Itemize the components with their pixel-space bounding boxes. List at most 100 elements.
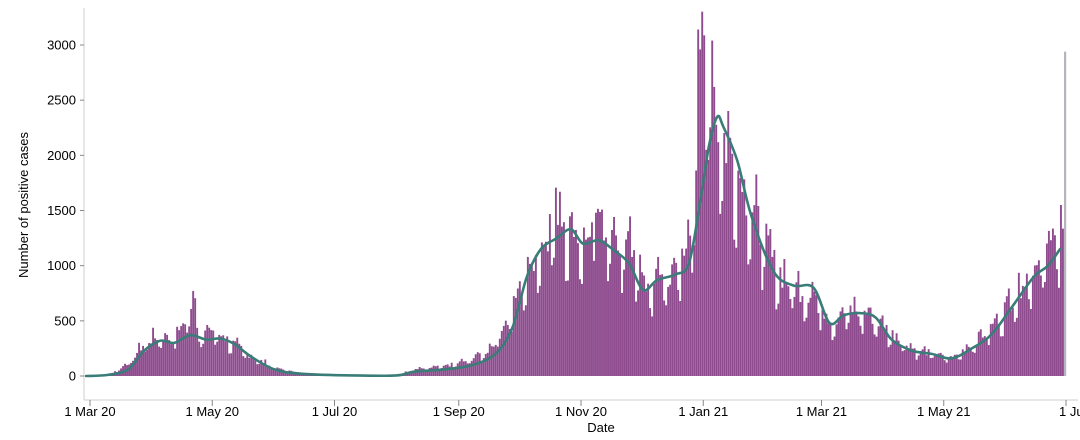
daily-bar xyxy=(222,335,225,376)
daily-bar xyxy=(797,270,800,376)
daily-bar xyxy=(134,357,136,376)
daily-bar xyxy=(470,360,473,376)
daily-bar xyxy=(733,239,736,376)
x-tick-label: 1 Jan 21 xyxy=(678,404,728,419)
daily-bar xyxy=(448,366,451,376)
daily-bar xyxy=(528,263,531,376)
bars-layer xyxy=(86,11,1067,377)
daily-bar xyxy=(959,359,962,376)
daily-bar xyxy=(200,347,203,376)
daily-bar xyxy=(518,281,521,376)
daily-bar xyxy=(785,281,788,376)
daily-bar xyxy=(809,297,812,376)
daily-bar xyxy=(544,241,547,376)
daily-bar xyxy=(570,212,573,376)
daily-bar xyxy=(711,40,714,377)
y-axis-title: Number of positive cases xyxy=(16,132,31,278)
daily-bar xyxy=(743,179,746,376)
x-tick-label: 1 Sep 20 xyxy=(433,404,485,419)
x-tick-label: 1 May 20 xyxy=(186,404,239,419)
daily-bar xyxy=(607,281,609,376)
daily-bar xyxy=(478,353,481,376)
daily-bar xyxy=(889,344,892,376)
daily-bar xyxy=(1055,269,1058,376)
daily-bar xyxy=(526,256,529,376)
daily-bar xyxy=(234,341,237,376)
daily-bar xyxy=(220,336,223,376)
daily-bar xyxy=(721,200,724,376)
daily-bar xyxy=(921,349,924,376)
daily-bar xyxy=(152,327,155,376)
daily-bar xyxy=(731,153,734,376)
daily-bar xyxy=(182,323,185,376)
daily-bar xyxy=(943,360,946,376)
daily-bar xyxy=(897,340,900,376)
daily-bar xyxy=(256,364,259,376)
daily-bar xyxy=(502,325,505,376)
daily-bar xyxy=(935,355,938,376)
daily-bar xyxy=(865,314,868,376)
daily-bar xyxy=(150,343,153,376)
daily-bar xyxy=(823,318,826,376)
daily-bar xyxy=(621,292,623,376)
daily-bar xyxy=(524,305,527,376)
daily-bar xyxy=(623,269,625,376)
daily-bar xyxy=(456,363,459,376)
daily-bar xyxy=(1047,230,1050,376)
daily-bar xyxy=(931,357,934,376)
daily-bar xyxy=(669,284,672,376)
daily-bar xyxy=(577,243,579,376)
daily-bar xyxy=(603,240,605,376)
daily-bar xyxy=(737,170,740,376)
daily-bar xyxy=(438,369,441,376)
daily-bar xyxy=(851,312,854,376)
daily-bar xyxy=(202,343,205,376)
daily-bar xyxy=(777,303,780,376)
daily-bar xyxy=(727,111,730,376)
daily-bar xyxy=(542,246,545,376)
daily-bar xyxy=(941,354,944,376)
daily-bar xyxy=(274,369,277,376)
daily-bar xyxy=(907,349,910,376)
daily-bar xyxy=(514,297,517,376)
daily-bar xyxy=(554,187,557,376)
daily-bar xyxy=(747,264,750,376)
daily-bar xyxy=(981,337,984,376)
axes-layer: 0 500 1000 1500 2000 2500 3000 1 Mar 20 1 May 20… xyxy=(47,8,1080,419)
daily-bar xyxy=(140,350,143,376)
daily-bar xyxy=(829,323,832,376)
daily-bar xyxy=(695,170,698,376)
daily-bar xyxy=(845,329,848,376)
daily-bar xyxy=(651,316,654,376)
daily-bar xyxy=(190,308,193,376)
daily-bar xyxy=(799,302,802,376)
daily-bar xyxy=(579,279,581,376)
incomplete-bar xyxy=(1064,51,1067,377)
daily-bar xyxy=(1057,287,1060,376)
daily-bar xyxy=(763,266,766,376)
daily-bar xyxy=(881,315,884,376)
daily-bar xyxy=(973,352,976,376)
daily-bar xyxy=(160,347,163,376)
daily-bar xyxy=(779,267,782,376)
daily-bar xyxy=(498,338,501,376)
daily-bar xyxy=(609,263,611,376)
daily-bar xyxy=(564,281,567,376)
daily-bar xyxy=(154,338,157,376)
daily-bar xyxy=(613,216,615,376)
daily-bar xyxy=(781,287,784,376)
daily-bar xyxy=(186,332,189,376)
daily-bar xyxy=(440,368,443,376)
daily-bar xyxy=(540,242,543,376)
daily-bar xyxy=(795,282,798,376)
daily-bar xyxy=(132,360,134,376)
daily-bar xyxy=(937,353,940,376)
daily-bar xyxy=(262,363,265,376)
daily-bar xyxy=(168,340,171,376)
daily-bar xyxy=(192,291,195,376)
daily-bar xyxy=(454,366,457,376)
daily-bar xyxy=(162,340,165,376)
daily-bar xyxy=(761,289,764,376)
daily-bar xyxy=(276,367,279,376)
daily-bar xyxy=(1045,243,1048,376)
